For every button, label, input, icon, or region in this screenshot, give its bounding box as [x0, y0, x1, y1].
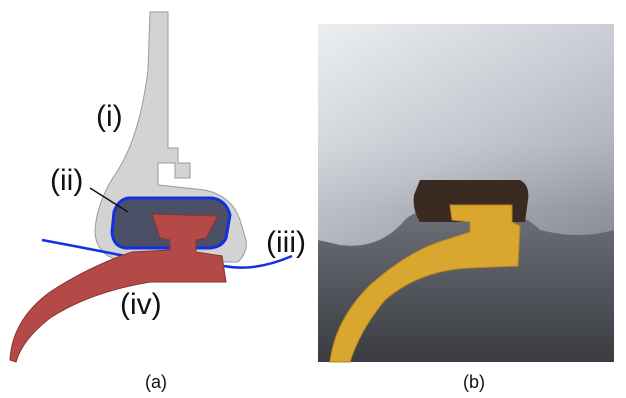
diagram-a: (i) (ii) (iii) (iv) (a): [10, 12, 306, 392]
callout-ii: (ii): [50, 164, 83, 197]
callout-iv: (iv): [120, 288, 162, 321]
photo-b: (b): [318, 24, 614, 392]
callout-i: (i): [96, 100, 123, 133]
callout-iii: (iii): [266, 226, 306, 259]
figure: (i) (ii) (iii) (iv) (a) (b): [0, 0, 626, 398]
caption-b: (b): [463, 372, 485, 392]
caption-a: (a): [145, 372, 167, 392]
